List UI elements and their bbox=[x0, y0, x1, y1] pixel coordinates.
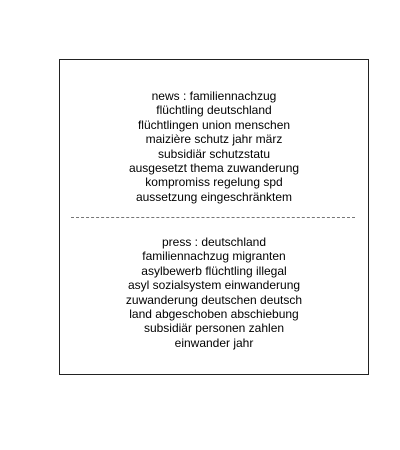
news-term-line: ausgesetzt thema zuwanderung bbox=[128, 161, 300, 176]
press-term-line: zuwanderung deutschen deutsch bbox=[125, 292, 303, 307]
press-term-line: familiennachzug migranten bbox=[142, 249, 286, 264]
press-term-line: asylbewerb flüchtling illegal bbox=[141, 263, 287, 278]
news-term-line: kompromiss regelung spd bbox=[145, 175, 283, 190]
news-topic-section: news : familiennachzug flüchtling deutsc… bbox=[60, 89, 368, 204]
news-topic-heading: news : familiennachzug bbox=[151, 89, 277, 103]
news-term-line: flüchtlingen union menschen bbox=[137, 117, 291, 132]
news-term-line: maizière schutz jahr märz bbox=[145, 132, 283, 147]
press-topic-section: press : deutschland familiennachzug migr… bbox=[60, 235, 368, 350]
press-term-line: land abgeschoben abschiebung bbox=[129, 307, 299, 322]
section-divider bbox=[71, 217, 355, 218]
topic-comparison-box: news : familiennachzug flüchtling deutsc… bbox=[59, 59, 369, 375]
press-term-line: asyl sozialsystem einwanderung bbox=[127, 278, 301, 293]
press-term-line: subsidiär personen zahlen bbox=[143, 321, 285, 336]
press-topic-heading: press : deutschland bbox=[161, 235, 267, 249]
news-term-line: subsidiär schutzstatu bbox=[157, 146, 271, 161]
news-term-line: aussetzung eingeschränktem bbox=[135, 189, 293, 204]
press-term-line: einwander jahr bbox=[174, 335, 254, 350]
news-term-line: flüchtling deutschland bbox=[156, 103, 272, 118]
